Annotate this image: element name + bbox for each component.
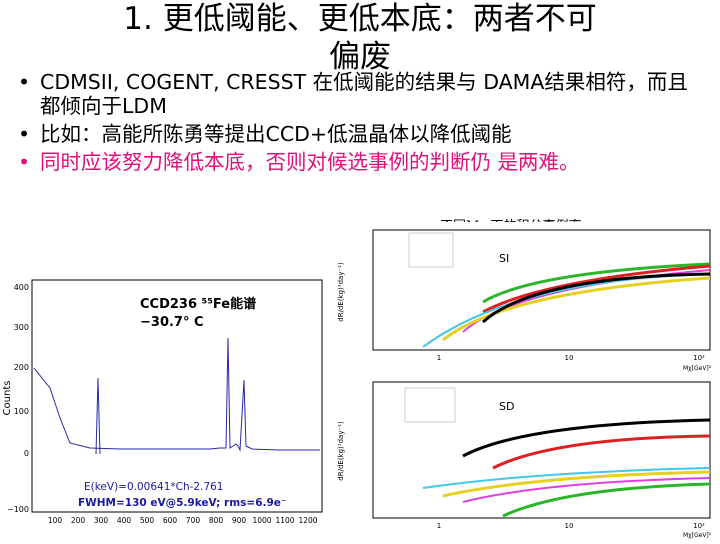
x-tick-label: 10² — [693, 522, 705, 530]
bullet-text: CDMSII, COGENT, CRESST 在低阈能的结果与 DAMA结果相符… — [40, 70, 688, 118]
si-x-label: Mχ[GeV]² — [683, 365, 712, 372]
spectrum-panel: Counts 400 300 200 100 0 −100 100 200 30… — [0, 268, 330, 540]
sd-legend — [404, 387, 456, 423]
low-channel-spike — [95, 377, 101, 455]
sd-label: SD — [499, 400, 514, 413]
x-tick-label: 10 — [565, 522, 574, 530]
x-tick-label: 1000 — [252, 516, 271, 525]
sd-plot-panel: dR/dE(kg)¹day⁻¹) SD 1 10 10² Mχ[GeV]² — [333, 376, 720, 540]
y-axis-label: Counts — [2, 381, 13, 416]
bullet-item: • 同时应该努力降低本底，否则对候选事例的判断仍 是两难。 — [18, 150, 708, 174]
x-tick-label: 700 — [186, 516, 201, 525]
bullet-item: • 比如：高能所陈勇等提出CCD+低温晶体以降低阈能 — [18, 122, 708, 146]
bullet-list: • CDMSII, COGENT, CRESST 在低阈能的结果与 DAMA结果… — [18, 70, 708, 178]
slide-title: 1. 更低阈能、更低本底：两者不可 偏废 — [0, 0, 720, 76]
x-tick-label: 600 — [163, 516, 178, 525]
y-tick-label: −100 — [7, 505, 29, 514]
x-tick-label: 1200 — [298, 516, 317, 525]
x-tick-label: 1 — [437, 354, 441, 362]
fwhm-label: FWHM=130 eV@5.9keV; rms=6.9e⁻ — [78, 497, 286, 509]
spectrum-curve — [33, 337, 320, 452]
si-label: SI — [499, 252, 509, 265]
sd-y-label: dR/dE(kg)¹day⁻¹) — [337, 421, 345, 481]
calibration-fit: E(keV)=0.00641*Ch-2.761 — [84, 481, 223, 493]
x-tick-label: 200 — [71, 516, 86, 525]
y-tick-label: 200 — [14, 363, 29, 372]
title-line-2: 偏废 — [329, 39, 391, 75]
bullet-marker: • — [18, 122, 31, 146]
x-tick-label: 300 — [94, 516, 109, 525]
bullet-text: 比如：高能所陈勇等提出CCD+低温晶体以降低阈能 — [40, 122, 512, 146]
y-tick-label: 400 — [14, 283, 29, 292]
si-plot-panel: dR/dE(kg)¹day⁻¹) SI 1 10 10² Mχ[GeV]² — [333, 222, 720, 374]
y-tick-label: 100 — [14, 407, 29, 416]
y-tick-label: 0 — [24, 449, 29, 458]
sd-x-label: Mχ[GeV]² — [683, 532, 712, 539]
bullet-marker: • — [18, 70, 31, 94]
bullet-text: 同时应该努力降低本底，否则对候选事例的判断仍 是两难。 — [40, 150, 580, 174]
x-tick-label: 100 — [48, 516, 63, 525]
x-tick-label: 500 — [140, 516, 155, 525]
title-line-1: 1. 更低阈能、更低本底：两者不可 — [123, 1, 597, 37]
y-tick-label: 300 — [14, 323, 29, 332]
x-tick-label: 1 — [437, 522, 441, 530]
si-y-label: dR/dE(kg)¹day⁻¹) — [337, 262, 345, 322]
x-tick-label: 10 — [565, 354, 574, 362]
bullet-item: • CDMSII, COGENT, CRESST 在低阈能的结果与 DAMA结果… — [18, 70, 708, 118]
temperature-label: −30.7° C — [140, 315, 204, 330]
si-legend — [408, 232, 454, 268]
x-tick-label: 1100 — [275, 516, 294, 525]
x-tick-label: 800 — [209, 516, 224, 525]
x-tick-label: 10² — [693, 354, 705, 362]
spectrum-title: CCD236 ⁵⁵Fe能谱 — [140, 296, 256, 312]
x-tick-label: 400 — [117, 516, 132, 525]
bullet-marker: • — [18, 150, 31, 174]
x-tick-label: 900 — [232, 516, 247, 525]
